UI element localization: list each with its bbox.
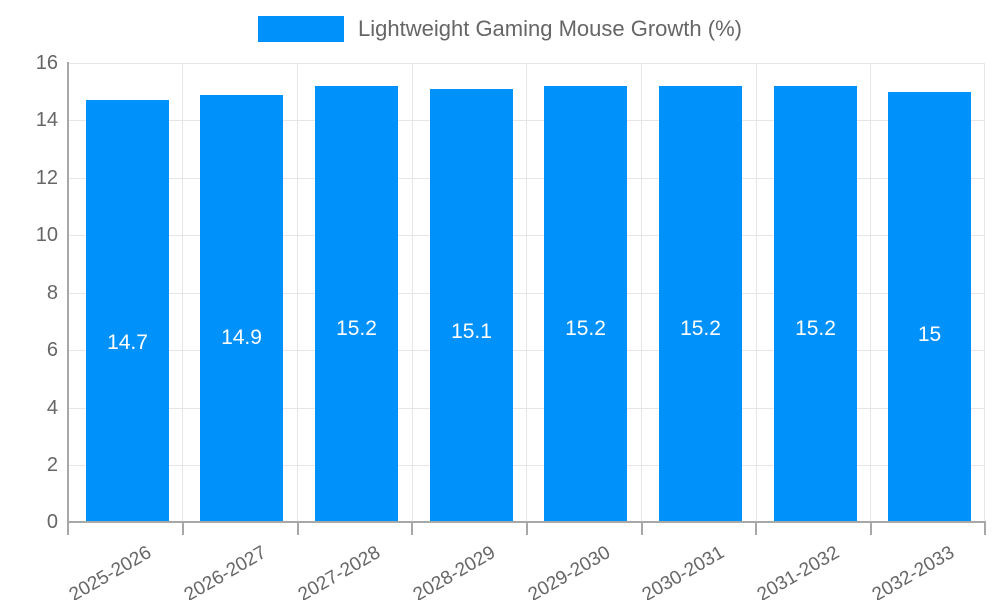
bar[interactable]: 15.2: [774, 86, 857, 522]
gridline-vertical: [984, 63, 985, 522]
plot-area: 14.7 14.9 15.2 15.1 15.2 15.2 15.2 15: [68, 63, 985, 522]
x-axis-tick: [984, 523, 986, 535]
bar-value-label: 15: [917, 323, 942, 346]
bar-value-label: 15.2: [336, 317, 377, 340]
bar[interactable]: 15.2: [659, 86, 742, 522]
bar-value-label: 15.1: [451, 320, 492, 343]
gridline-vertical: [526, 63, 527, 522]
y-tick-label: 2: [46, 454, 58, 476]
gridline-vertical: [870, 63, 871, 522]
y-axis-tick-labels: 16 14 12 10 8 6 4 2 0: [0, 0, 58, 600]
bar[interactable]: 15.2: [315, 86, 398, 522]
x-axis-tick: [297, 523, 299, 535]
bar[interactable]: 15.1: [430, 89, 513, 522]
x-axis-tick: [526, 523, 528, 535]
y-tick-label: 8: [46, 282, 58, 304]
x-axis-tick: [182, 523, 184, 535]
legend-item-lightweight-gaming-mouse-growth[interactable]: Lightweight Gaming Mouse Growth (%): [258, 16, 742, 42]
chart-legend: Lightweight Gaming Mouse Growth (%): [0, 0, 1000, 58]
y-tick-label: 12: [35, 167, 58, 189]
bar-value-label: 15.2: [795, 317, 836, 340]
gridline-vertical: [182, 63, 183, 522]
bar-value-label: 15.2: [565, 317, 606, 340]
x-axis-tick: [411, 523, 413, 535]
x-axis-tick: [755, 523, 757, 535]
bar[interactable]: 15.2: [544, 86, 627, 522]
gridline-vertical: [641, 63, 642, 522]
x-axis-tick: [67, 523, 69, 535]
bar[interactable]: 14.9: [200, 95, 283, 522]
bar-value-label: 14.9: [221, 326, 262, 349]
x-axis-line: [68, 521, 986, 523]
legend-label: Lightweight Gaming Mouse Growth (%): [358, 16, 742, 41]
legend-color-swatch: [258, 16, 345, 42]
bar[interactable]: 15: [888, 92, 971, 522]
bar-value-label: 15.2: [680, 317, 721, 340]
gridline-vertical: [756, 63, 757, 522]
y-tick-label: 14: [35, 109, 58, 131]
gridline-vertical: [297, 63, 298, 522]
bar-value-label: 14.7: [107, 331, 148, 354]
y-tick-label: 0: [46, 511, 58, 533]
y-tick-label: 16: [35, 52, 58, 74]
bar[interactable]: 14.7: [86, 100, 169, 522]
gridline-vertical: [412, 63, 413, 522]
y-tick-label: 4: [46, 397, 58, 419]
y-axis-line: [67, 62, 69, 523]
y-tick-label: 10: [35, 224, 58, 246]
x-axis-tick: [870, 523, 872, 535]
x-axis-tick: [641, 523, 643, 535]
y-tick-label: 6: [46, 339, 58, 361]
